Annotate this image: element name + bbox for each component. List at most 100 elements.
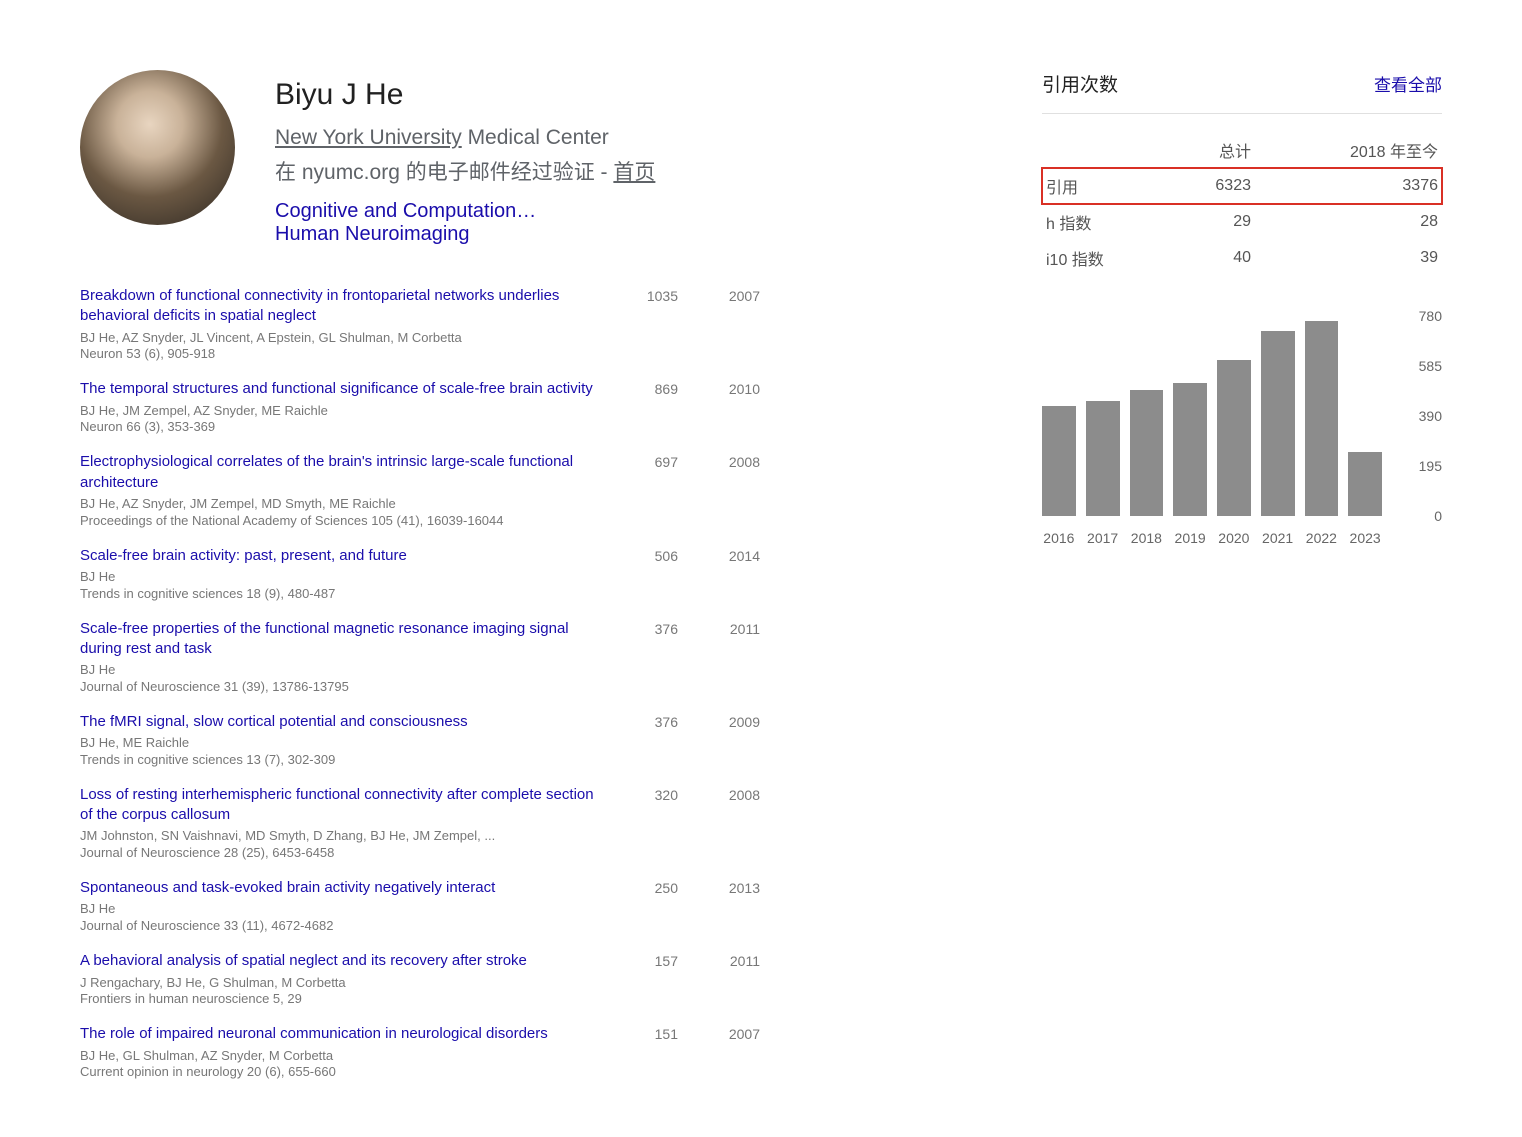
pub-title-link[interactable]: Scale-free properties of the functional … — [80, 619, 600, 660]
pub-title-link[interactable]: The role of impaired neuronal communicat… — [80, 1024, 600, 1044]
stats-since: 3376 — [1255, 168, 1442, 204]
pub-title-link[interactable]: Electrophysiological correlates of the b… — [80, 452, 600, 493]
publication-row: A behavioral analysis of spatial neglect… — [80, 951, 760, 1008]
pub-venue: Journal of Neuroscience 33 (11), 4672-46… — [80, 918, 600, 935]
stats-total: 40 — [1170, 240, 1255, 276]
pub-title-link[interactable]: The temporal structures and functional s… — [80, 379, 600, 399]
profile-email-line: 在 nyumc.org 的电子邮件经过验证 - 首页 — [275, 156, 760, 186]
stats-row: 引用63233376 — [1042, 168, 1442, 204]
pub-title-link[interactable]: A behavioral analysis of spatial neglect… — [80, 951, 600, 971]
pub-year: 2011 — [730, 621, 760, 637]
publication-row: The temporal structures and functional s… — [80, 379, 760, 436]
chart-bar[interactable] — [1042, 406, 1076, 516]
chart-ytick: 195 — [1419, 458, 1442, 474]
chart-bar[interactable] — [1305, 321, 1339, 516]
publication-row: Scale-free brain activity: past, present… — [80, 546, 760, 603]
pub-cites[interactable]: 506 — [655, 548, 678, 564]
pub-venue: Trends in cognitive sciences 18 (9), 480… — [80, 586, 600, 603]
stats-label: h 指数 — [1042, 204, 1170, 240]
view-all-link[interactable]: 查看全部 — [1374, 71, 1442, 96]
publication-row: The fMRI signal, slow cortical potential… — [80, 712, 760, 769]
citation-stats-table: 总计 2018 年至今 引用63233376h 指数2928i10 指数4039 — [1042, 132, 1442, 276]
pub-authors: BJ He — [80, 662, 600, 679]
pub-authors: BJ He, ME Raichle — [80, 735, 600, 752]
pub-authors: BJ He — [80, 901, 600, 918]
pub-year: 2007 — [729, 1026, 760, 1042]
pub-venue: Journal of Neuroscience 28 (25), 6453-64… — [80, 845, 600, 862]
pub-authors: BJ He, GL Shulman, AZ Snyder, M Corbetta — [80, 1048, 600, 1065]
stats-label: i10 指数 — [1042, 240, 1170, 276]
publications-list: Breakdown of functional connectivity in … — [80, 286, 760, 1081]
pub-year: 2007 — [729, 288, 760, 304]
cite-header-title: 引用次数 — [1042, 70, 1118, 97]
avatar[interactable] — [80, 70, 235, 225]
pub-authors: J Rengachary, BJ He, G Shulman, M Corbet… — [80, 975, 600, 992]
profile-name: Biyu J He — [275, 78, 760, 112]
chart-ytick: 0 — [1434, 508, 1442, 524]
chart-bar[interactable] — [1086, 401, 1120, 516]
pub-venue: Frontiers in human neuroscience 5, 29 — [80, 991, 600, 1008]
homepage-link[interactable]: 首页 — [613, 161, 655, 184]
interest-link[interactable]: Human Neuroimaging — [275, 223, 470, 246]
pub-cites[interactable]: 151 — [655, 1026, 678, 1042]
col-since: 2018 年至今 — [1255, 132, 1442, 168]
pub-cites[interactable]: 376 — [655, 621, 678, 637]
stats-total: 29 — [1170, 204, 1255, 240]
pub-venue: Trends in cognitive sciences 13 (7), 302… — [80, 752, 600, 769]
chart-xlabel: 2023 — [1348, 530, 1382, 546]
profile-affiliation[interactable]: New York University Medical Center — [275, 126, 760, 150]
publication-row: The role of impaired neuronal communicat… — [80, 1024, 760, 1081]
pub-cites[interactable]: 250 — [655, 880, 678, 896]
pub-cites[interactable]: 157 — [655, 953, 678, 969]
pub-title-link[interactable]: Scale-free brain activity: past, present… — [80, 546, 600, 566]
pub-title-link[interactable]: The fMRI signal, slow cortical potential… — [80, 712, 600, 732]
chart-bar[interactable] — [1130, 390, 1164, 516]
affiliation-link[interactable]: New York University — [275, 126, 462, 149]
publication-row: Scale-free properties of the functional … — [80, 619, 760, 696]
chart-xlabel: 2019 — [1173, 530, 1207, 546]
chart-xlabel: 2022 — [1305, 530, 1339, 546]
pub-venue: Neuron 53 (6), 905-918 — [80, 346, 600, 363]
pub-cites[interactable]: 1035 — [647, 288, 678, 304]
pub-authors: BJ He — [80, 569, 600, 586]
chart-bar[interactable] — [1217, 360, 1251, 516]
chart-ytick: 585 — [1419, 358, 1442, 374]
stats-since: 39 — [1255, 240, 1442, 276]
pub-year: 2014 — [729, 548, 760, 564]
pub-venue: Journal of Neuroscience 31 (39), 13786-1… — [80, 679, 600, 696]
stats-total: 6323 — [1170, 168, 1255, 204]
citations-chart[interactable]: 20162017201820192020202120222023 7805853… — [1042, 316, 1442, 546]
publication-row: Breakdown of functional connectivity in … — [80, 286, 760, 363]
interest-link[interactable]: Cognitive and Computation… — [275, 200, 536, 223]
profile-header: Biyu J He New York University Medical Ce… — [80, 70, 760, 246]
pub-cites[interactable]: 376 — [655, 714, 678, 730]
chart-bar[interactable] — [1173, 383, 1207, 516]
pub-title-link[interactable]: Breakdown of functional connectivity in … — [80, 286, 600, 327]
col-total: 总计 — [1170, 132, 1255, 168]
pub-year: 2011 — [730, 953, 760, 969]
pub-cites[interactable]: 697 — [655, 454, 678, 470]
chart-xlabel: 2017 — [1086, 530, 1120, 546]
pub-title-link[interactable]: Loss of resting interhemispheric functio… — [80, 785, 600, 826]
chart-xlabel: 2016 — [1042, 530, 1076, 546]
pub-year: 2009 — [729, 714, 760, 730]
pub-authors: BJ He, JM Zempel, AZ Snyder, ME Raichle — [80, 403, 600, 420]
chart-bar[interactable] — [1348, 452, 1382, 516]
publication-row: Electrophysiological correlates of the b… — [80, 452, 760, 529]
pub-year: 2008 — [729, 787, 760, 803]
citation-panel-header: 引用次数 查看全部 — [1042, 70, 1442, 114]
pub-authors: BJ He, AZ Snyder, JL Vincent, A Epstein,… — [80, 330, 600, 347]
chart-ytick: 780 — [1419, 308, 1442, 324]
pub-authors: JM Johnston, SN Vaishnavi, MD Smyth, D Z… — [80, 828, 600, 845]
chart-xlabel: 2018 — [1130, 530, 1164, 546]
publication-row: Spontaneous and task-evoked brain activi… — [80, 878, 760, 935]
profile-interests: Cognitive and Computation… Human Neuroim… — [275, 200, 760, 246]
pub-cites[interactable]: 869 — [655, 381, 678, 397]
chart-ytick: 390 — [1419, 408, 1442, 424]
pub-cites[interactable]: 320 — [655, 787, 678, 803]
pub-title-link[interactable]: Spontaneous and task-evoked brain activi… — [80, 878, 600, 898]
chart-bar[interactable] — [1261, 331, 1295, 516]
pub-venue: Neuron 66 (3), 353-369 — [80, 419, 600, 436]
publication-row: Loss of resting interhemispheric functio… — [80, 785, 760, 862]
pub-year: 2008 — [729, 454, 760, 470]
